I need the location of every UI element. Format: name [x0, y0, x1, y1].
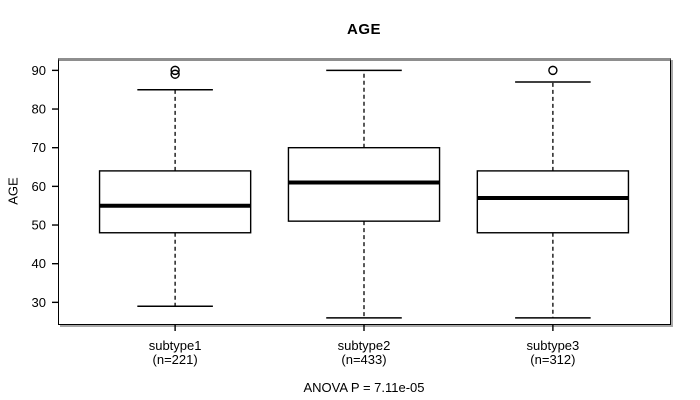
y-axis-tick-label: 30	[32, 295, 46, 310]
x-category-sublabel: (n=312)	[530, 352, 575, 367]
y-axis-tick-label: 70	[32, 140, 46, 155]
anova-p-value-note: ANOVA P = 7.11e-05	[303, 380, 425, 395]
y-axis-tick-label: 80	[32, 102, 46, 117]
box-subtype3-outlier	[548, 65, 558, 76]
box-subtype1-outlier	[170, 69, 180, 79]
y-axis-tick-label: 40	[32, 256, 46, 271]
box-subtype1-iqr	[98, 170, 252, 234]
x-category-label: subtype2	[338, 338, 391, 353]
x-category-sublabel: (n=221)	[153, 352, 198, 367]
y-axis-tick-label: 50	[32, 218, 46, 233]
x-category-sublabel: (n=433)	[341, 352, 386, 367]
x-category-label: subtype1	[149, 338, 202, 353]
chart-title: AGE	[346, 21, 381, 38]
y-axis-tick-label: 90	[32, 63, 46, 78]
box-subtype3-iqr	[476, 170, 630, 234]
y-axis-tick-label: 60	[32, 179, 46, 194]
box-subtype1-outlier	[170, 65, 180, 76]
x-category-label: subtype3	[527, 338, 580, 353]
